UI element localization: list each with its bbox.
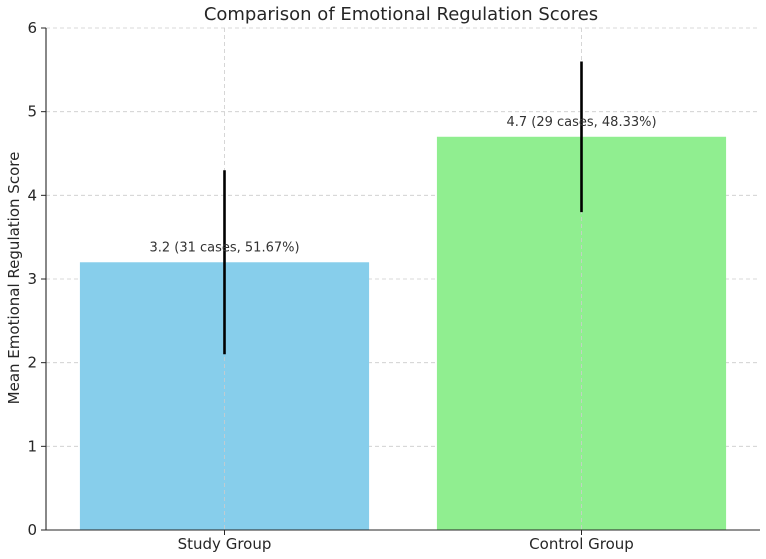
x-tick-label: Study Group — [178, 535, 272, 553]
axis-layer: 0 1 2 3 4 5 6 Study Group Control Group — [27, 19, 760, 553]
chart-title: Comparison of Emotional Regulation Score… — [204, 4, 598, 25]
bar-layer — [79, 28, 727, 530]
y-tick-label: 0 — [27, 521, 37, 539]
y-tick-label: 3 — [27, 270, 37, 288]
x-tick-label: Control Group — [529, 535, 634, 553]
label-layer: 3.2 (31 cases, 51.67%) 4.7 (29 cases, 48.… — [149, 115, 656, 255]
y-tick-label: 1 — [27, 437, 37, 455]
data-label: 4.7 (29 cases, 48.33%) — [506, 115, 656, 130]
y-axis-title: Mean Emotional Regulation Score — [5, 152, 23, 405]
y-tick-label: 5 — [27, 103, 37, 121]
y-tick-label: 2 — [27, 354, 37, 372]
y-tick-label: 6 — [27, 19, 37, 37]
data-label: 3.2 (31 cases, 51.67%) — [149, 240, 299, 255]
y-tick-label: 4 — [27, 186, 37, 204]
